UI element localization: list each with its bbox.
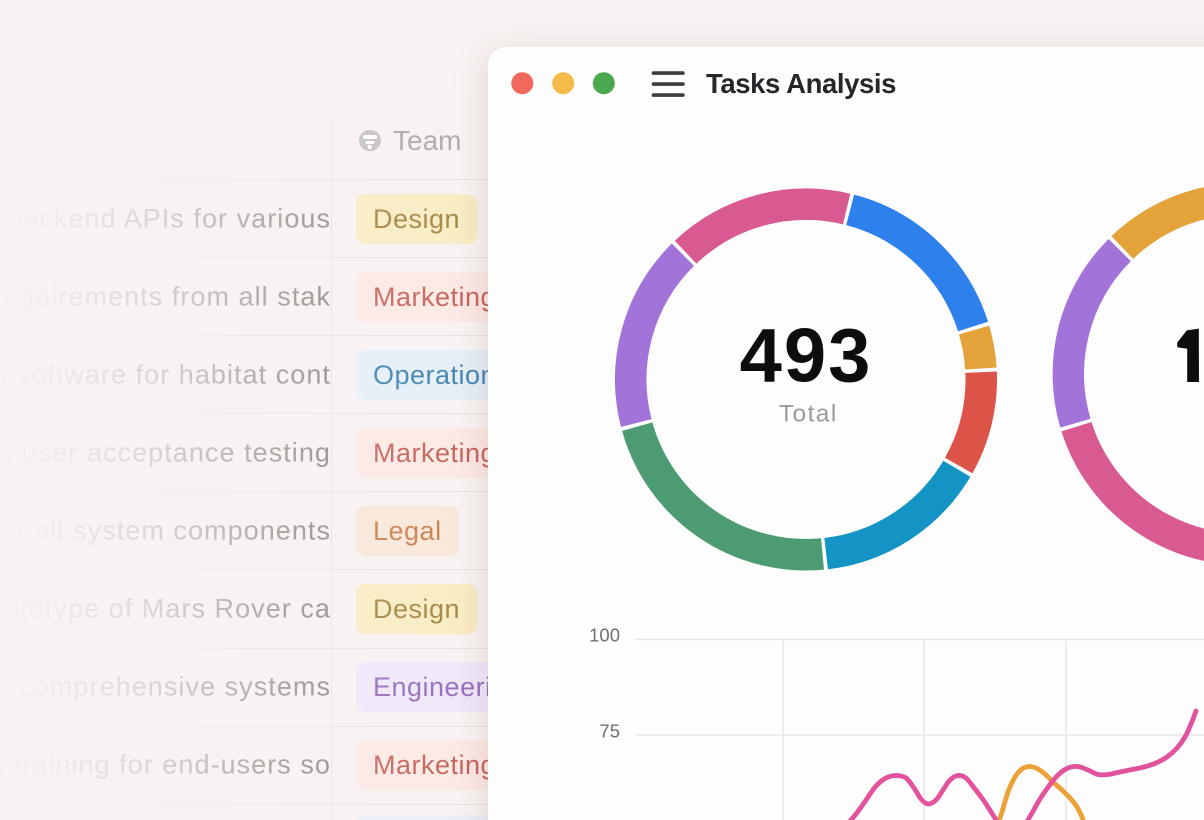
- svg-text:Tasks Analysis: Tasks Analysis: [706, 68, 896, 99]
- svg-text:Total: Total: [779, 401, 838, 428]
- svg-text:493: 493: [740, 314, 873, 399]
- svg-text:75: 75: [599, 720, 620, 741]
- svg-text:100: 100: [589, 625, 620, 646]
